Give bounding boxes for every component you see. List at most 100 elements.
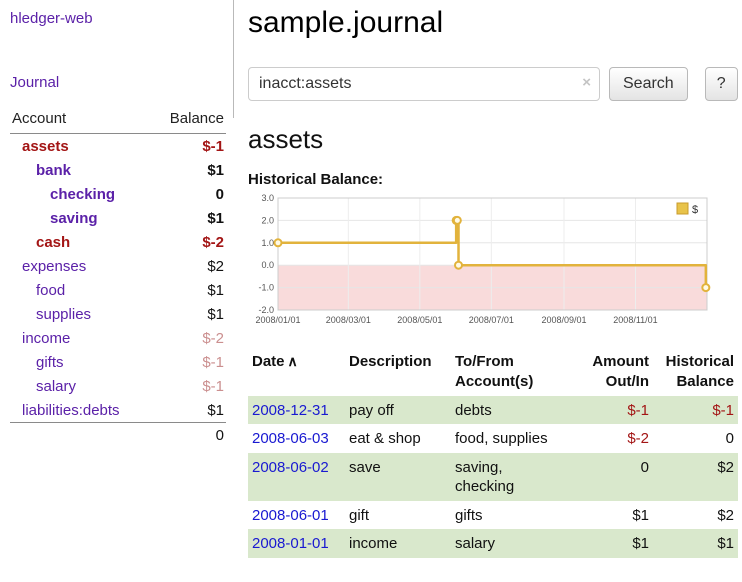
register-header-date[interactable]: Date ∧ bbox=[248, 349, 345, 396]
svg-text:3.0: 3.0 bbox=[261, 193, 274, 203]
transaction-amount: $-1 bbox=[627, 401, 649, 419]
account-balance: $-1 bbox=[202, 378, 224, 395]
account-link-supplies[interactable]: supplies bbox=[36, 306, 92, 323]
search-input[interactable] bbox=[248, 67, 600, 101]
account-balance: $1 bbox=[207, 402, 224, 419]
register-header-row: Date ∧ Description To/From Account(s) Amo… bbox=[248, 349, 738, 396]
account-row-supplies: supplies $1 bbox=[10, 302, 226, 326]
account-balance: $-2 bbox=[202, 330, 224, 347]
register-header-balance: Historical Balance bbox=[665, 353, 734, 391]
clear-search-icon[interactable]: × bbox=[582, 74, 591, 91]
account-link-bank[interactable]: bank bbox=[36, 162, 72, 179]
transaction-amount: $-2 bbox=[627, 430, 649, 447]
transaction-date-link[interactable]: 2008-06-03 bbox=[252, 430, 329, 447]
account-balance: $1 bbox=[207, 282, 224, 299]
transaction-balance: 0 bbox=[725, 430, 734, 447]
sort-ascending-icon: ∧ bbox=[287, 353, 298, 369]
transaction-date-link[interactable]: 2008-06-01 bbox=[252, 506, 329, 524]
svg-text:2.0: 2.0 bbox=[261, 215, 274, 225]
register-row: 2008-12-31 pay off debts $-1 $-1 bbox=[248, 395, 738, 424]
transaction-amount: $1 bbox=[632, 535, 649, 552]
svg-text:2008/01/01: 2008/01/01 bbox=[255, 315, 300, 325]
register-row: 2008-06-01 gift gifts $1 $2 bbox=[248, 501, 738, 530]
account-row-food: food $1 bbox=[10, 278, 226, 302]
chart-container: 3.0 2.0 1.0 0.0 -1.0 -2.0 2008/01/01 2008/03/01… bbox=[248, 192, 738, 337]
transaction-description: pay off bbox=[349, 401, 394, 419]
transaction-description: income bbox=[349, 535, 398, 552]
transaction-balance: $-1 bbox=[712, 401, 734, 419]
main-content: sample.journal × Search ? assets Histori… bbox=[248, 0, 738, 558]
account-row-saving: saving $1 bbox=[10, 206, 226, 230]
account-balance: $-1 bbox=[202, 138, 224, 155]
accounts-table-header: Account Balance bbox=[10, 107, 226, 134]
transaction-account: food, supplies bbox=[455, 430, 548, 447]
account-link-salary[interactable]: salary bbox=[36, 378, 77, 395]
accounts-header-account: Account bbox=[12, 110, 67, 127]
transaction-balance: $2 bbox=[717, 458, 734, 476]
account-row-liabilities-debts: liabilities:debts $1 bbox=[10, 398, 226, 422]
register-header-description: Description bbox=[349, 353, 432, 370]
svg-text:2008/05/01: 2008/05/01 bbox=[397, 315, 442, 325]
account-link-expenses[interactable]: expenses bbox=[22, 258, 87, 275]
account-link-assets[interactable]: assets bbox=[22, 138, 69, 155]
app-title-link[interactable]: hledger-web bbox=[10, 10, 93, 27]
transaction-account: salary bbox=[455, 535, 496, 552]
account-row-checking: checking 0 bbox=[10, 182, 226, 206]
search-button[interactable]: Search bbox=[609, 67, 688, 101]
register-table: Date ∧ Description To/From Account(s) Amo… bbox=[248, 349, 738, 558]
search-form: × Search ? bbox=[248, 67, 738, 101]
account-link-checking[interactable]: checking bbox=[50, 186, 116, 203]
transaction-description: eat & shop bbox=[349, 430, 421, 447]
account-link-saving[interactable]: saving bbox=[50, 210, 98, 227]
svg-text:-2.0: -2.0 bbox=[258, 305, 274, 315]
transaction-balance: $2 bbox=[717, 506, 734, 524]
account-row-cash: cash $-2 bbox=[10, 230, 226, 254]
sidebar-item-journal[interactable]: Journal bbox=[10, 74, 60, 91]
account-row-expenses: expenses $2 bbox=[10, 254, 226, 278]
account-link-liabilities-debts[interactable]: liabilities:debts bbox=[22, 402, 120, 419]
account-link-food[interactable]: food bbox=[36, 282, 66, 299]
account-balance: $2 bbox=[207, 258, 224, 275]
accounts-header-balance: Balance bbox=[169, 110, 224, 127]
account-link-cash[interactable]: cash bbox=[36, 234, 71, 251]
transaction-amount: 0 bbox=[640, 458, 649, 476]
svg-text:0.0: 0.0 bbox=[261, 260, 274, 270]
transaction-date-link[interactable]: 2008-12-31 bbox=[252, 401, 329, 419]
help-button[interactable]: ? bbox=[704, 67, 738, 101]
accounts-total: 0 bbox=[10, 422, 226, 448]
svg-text:-1.0: -1.0 bbox=[258, 283, 274, 293]
account-row-income: income $-2 bbox=[10, 326, 226, 350]
account-link-gifts[interactable]: gifts bbox=[36, 354, 64, 371]
page-title: sample.journal bbox=[248, 6, 444, 39]
svg-text:2008/07/01: 2008/07/01 bbox=[469, 315, 514, 325]
transaction-account: gifts bbox=[455, 506, 483, 524]
sidebar-divider bbox=[233, 0, 234, 118]
register-row: 2008-06-03 eat & shop food, supplies $-2… bbox=[248, 424, 738, 453]
svg-text:1.0: 1.0 bbox=[261, 238, 274, 248]
svg-text:2008/11/01: 2008/11/01 bbox=[613, 315, 657, 325]
transaction-account: saving, checking bbox=[455, 458, 515, 496]
svg-text:2008/03/01: 2008/03/01 bbox=[326, 315, 371, 325]
transaction-amount: $1 bbox=[632, 506, 649, 524]
transaction-description: save bbox=[349, 458, 381, 476]
svg-text:2008/09/01: 2008/09/01 bbox=[541, 315, 586, 325]
transaction-account: debts bbox=[455, 401, 492, 419]
svg-text:$: $ bbox=[692, 204, 698, 216]
account-balance: 0 bbox=[215, 186, 224, 203]
register-row: 2008-01-01 income salary $1 $1 bbox=[248, 529, 738, 558]
sidebar: hledger-web Journal Account Balance asse… bbox=[0, 0, 234, 448]
account-link-income[interactable]: income bbox=[22, 330, 71, 347]
account-row-assets: assets $-1 bbox=[10, 134, 226, 158]
account-balance: $1 bbox=[207, 162, 224, 179]
transaction-balance: $1 bbox=[717, 535, 734, 552]
transaction-description: gift bbox=[349, 506, 370, 524]
transaction-date-link[interactable]: 2008-01-01 bbox=[252, 535, 329, 552]
account-row-bank: bank $1 bbox=[10, 158, 226, 182]
register-header-account: To/From Account(s) bbox=[455, 353, 534, 391]
account-balance: $-1 bbox=[202, 354, 224, 371]
account-row-salary: salary $-1 bbox=[10, 374, 226, 398]
transaction-date-link[interactable]: 2008-06-02 bbox=[252, 458, 329, 476]
account-row-gifts: gifts $-1 bbox=[10, 350, 226, 374]
account-balance: $1 bbox=[207, 306, 224, 323]
